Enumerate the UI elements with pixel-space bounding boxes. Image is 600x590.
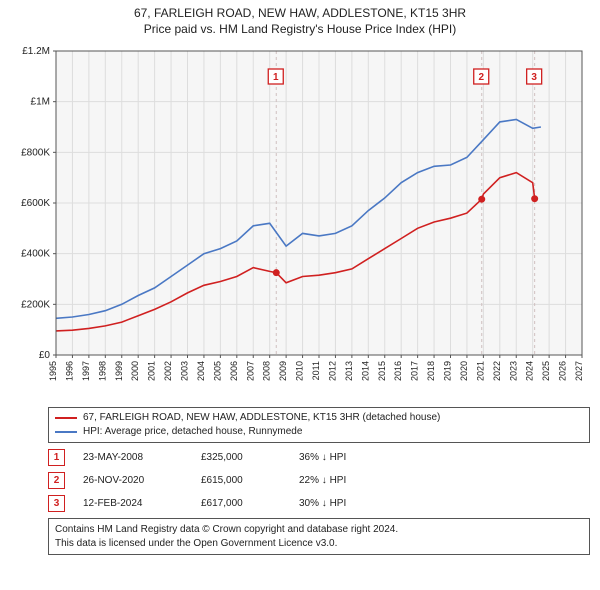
legend-swatch-property: [55, 417, 77, 419]
svg-text:£800K: £800K: [21, 148, 50, 159]
event-badge: 1: [48, 449, 65, 466]
legend-label-hpi: HPI: Average price, detached house, Runn…: [83, 425, 302, 439]
chart-area: £0 £200K £400K £600K £800K £1M £1.2M 1995 1996 19…: [10, 43, 590, 403]
svg-text:£400K: £400K: [21, 249, 50, 260]
svg-text:2019: 2019: [443, 361, 453, 381]
chart-svg: £0 £200K £400K £600K £800K £1M £1.2M 1995 1996 19…: [10, 43, 590, 403]
legend-row-property: 67, FARLEIGH ROAD, NEW HAW, ADDLESTONE, …: [55, 411, 583, 425]
svg-text:2015: 2015: [377, 361, 387, 381]
svg-text:£1M: £1M: [31, 97, 50, 108]
svg-text:2006: 2006: [229, 361, 239, 381]
svg-text:2009: 2009: [278, 361, 288, 381]
legend: 67, FARLEIGH ROAD, NEW HAW, ADDLESTONE, …: [48, 407, 590, 443]
legend-row-hpi: HPI: Average price, detached house, Runn…: [55, 425, 583, 439]
footnote-line2: This data is licensed under the Open Gov…: [55, 537, 583, 551]
svg-text:2020: 2020: [459, 361, 469, 381]
event-price: £615,000: [201, 475, 281, 486]
svg-text:2001: 2001: [147, 361, 157, 381]
svg-text:1995: 1995: [48, 361, 58, 381]
event-date: 26-NOV-2020: [83, 475, 183, 486]
svg-text:2004: 2004: [196, 361, 206, 381]
svg-text:1997: 1997: [81, 361, 91, 381]
event-delta: 22% ↓ HPI: [299, 475, 346, 486]
svg-text:2024: 2024: [525, 361, 535, 381]
svg-text:2010: 2010: [295, 361, 305, 381]
chart-title: 67, FARLEIGH ROAD, NEW HAW, ADDLESTONE, …: [0, 0, 600, 37]
svg-text:2013: 2013: [344, 361, 354, 381]
svg-text:2011: 2011: [311, 361, 321, 380]
svg-text:2022: 2022: [492, 361, 502, 381]
svg-text:1998: 1998: [97, 361, 107, 381]
svg-text:2005: 2005: [212, 361, 222, 381]
svg-text:2: 2: [478, 72, 484, 83]
event-list: 1 23-MAY-2008 £325,000 36% ↓ HPI 2 26-NO…: [48, 449, 590, 512]
svg-text:2017: 2017: [410, 361, 420, 381]
footnote: Contains HM Land Registry data © Crown c…: [48, 518, 590, 555]
event-badge: 2: [48, 472, 65, 489]
svg-text:1996: 1996: [64, 361, 74, 381]
legend-label-property: 67, FARLEIGH ROAD, NEW HAW, ADDLESTONE, …: [83, 411, 440, 425]
event-date: 12-FEB-2024: [83, 498, 183, 509]
title-line1: 67, FARLEIGH ROAD, NEW HAW, ADDLESTONE, …: [0, 6, 600, 22]
svg-text:2026: 2026: [558, 361, 568, 381]
svg-text:2003: 2003: [180, 361, 190, 381]
event-date: 23-MAY-2008: [83, 452, 183, 463]
page-root: { "title_line1": "67, FARLEIGH ROAD, NEW…: [0, 0, 600, 590]
event-price: £617,000: [201, 498, 281, 509]
title-line2: Price paid vs. HM Land Registry's House …: [0, 22, 600, 38]
svg-text:2027: 2027: [574, 361, 584, 381]
svg-text:£0: £0: [39, 350, 51, 361]
svg-text:2000: 2000: [130, 361, 140, 381]
legend-swatch-hpi: [55, 431, 77, 433]
svg-text:£1.2M: £1.2M: [22, 46, 50, 57]
svg-text:2002: 2002: [163, 361, 173, 381]
svg-text:3: 3: [531, 72, 537, 83]
svg-text:2008: 2008: [262, 361, 272, 381]
svg-text:2018: 2018: [426, 361, 436, 381]
svg-text:2014: 2014: [360, 361, 370, 381]
svg-text:2007: 2007: [245, 361, 255, 381]
svg-text:2023: 2023: [508, 361, 518, 381]
event-delta: 30% ↓ HPI: [299, 498, 346, 509]
svg-text:£600K: £600K: [21, 198, 50, 209]
svg-text:1999: 1999: [114, 361, 124, 381]
event-row: 3 12-FEB-2024 £617,000 30% ↓ HPI: [48, 495, 590, 512]
svg-text:2021: 2021: [475, 361, 485, 381]
svg-text:1: 1: [273, 72, 279, 83]
svg-text:2016: 2016: [393, 361, 403, 381]
event-badge: 3: [48, 495, 65, 512]
svg-text:2025: 2025: [541, 361, 551, 381]
event-row: 1 23-MAY-2008 £325,000 36% ↓ HPI: [48, 449, 590, 466]
event-row: 2 26-NOV-2020 £615,000 22% ↓ HPI: [48, 472, 590, 489]
footnote-line1: Contains HM Land Registry data © Crown c…: [55, 523, 583, 537]
svg-text:2012: 2012: [327, 361, 337, 381]
svg-text:£200K: £200K: [21, 300, 50, 311]
event-price: £325,000: [201, 452, 281, 463]
event-delta: 36% ↓ HPI: [299, 452, 346, 463]
